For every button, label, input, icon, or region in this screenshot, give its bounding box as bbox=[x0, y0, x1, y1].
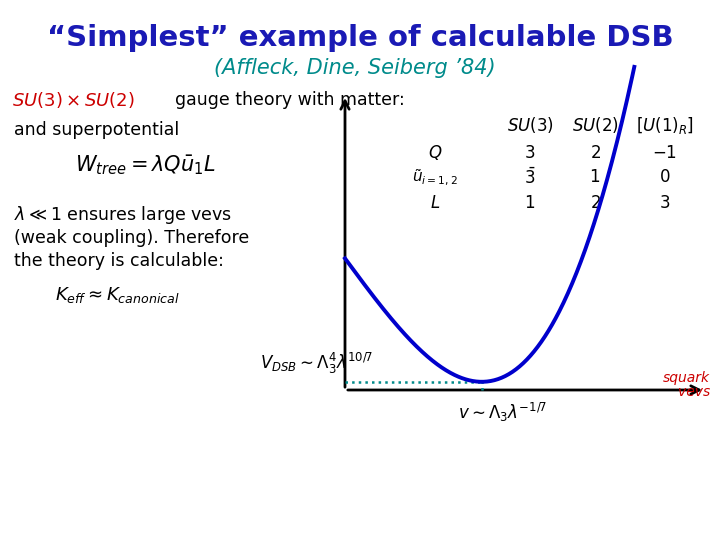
Text: $-1$: $-1$ bbox=[652, 145, 678, 161]
Text: $1$: $1$ bbox=[590, 170, 600, 186]
Text: $SU(3)\times SU(2)$: $SU(3)\times SU(2)$ bbox=[12, 90, 135, 110]
Text: and superpotential: and superpotential bbox=[14, 121, 179, 139]
Text: $L$: $L$ bbox=[430, 194, 440, 212]
Text: $v \sim \Lambda_3\lambda^{-1/7}$: $v \sim \Lambda_3\lambda^{-1/7}$ bbox=[458, 401, 546, 423]
Text: (weak coupling). Therefore: (weak coupling). Therefore bbox=[14, 229, 249, 247]
Text: $W_{tree} = \lambda Q \bar{u}_1 L$: $W_{tree} = \lambda Q \bar{u}_1 L$ bbox=[75, 153, 216, 177]
Text: $\lambda \ll 1$ ensures large vevs: $\lambda \ll 1$ ensures large vevs bbox=[14, 204, 232, 226]
Text: $1$: $1$ bbox=[524, 194, 536, 212]
Text: vevs: vevs bbox=[678, 385, 710, 399]
Text: $2$: $2$ bbox=[590, 194, 600, 212]
Text: gauge theory with matter:: gauge theory with matter: bbox=[175, 91, 405, 109]
Text: $[U(1)_R]$: $[U(1)_R]$ bbox=[636, 114, 694, 136]
Text: $3$: $3$ bbox=[524, 145, 536, 161]
Text: “Simplest” example of calculable DSB: “Simplest” example of calculable DSB bbox=[47, 24, 673, 52]
Text: $Q$: $Q$ bbox=[428, 144, 442, 163]
Text: $SU(3)$: $SU(3)$ bbox=[507, 115, 554, 135]
Text: $0$: $0$ bbox=[660, 170, 671, 186]
Text: squark: squark bbox=[663, 371, 710, 385]
Text: $V_{DSB} \sim \Lambda_3^4\lambda^{10/7}$: $V_{DSB} \sim \Lambda_3^4\lambda^{10/7}$ bbox=[260, 351, 373, 376]
Text: (Affleck, Dine, Seiberg ’84): (Affleck, Dine, Seiberg ’84) bbox=[214, 58, 496, 78]
Text: $\bar{3}$: $\bar{3}$ bbox=[524, 168, 536, 188]
Text: the theory is calculable:: the theory is calculable: bbox=[14, 252, 224, 270]
Text: $K_{eff} \approx K_{canonical}$: $K_{eff} \approx K_{canonical}$ bbox=[55, 285, 180, 305]
Text: $3$: $3$ bbox=[660, 194, 670, 212]
Text: $2$: $2$ bbox=[590, 145, 600, 161]
Text: $SU(2)$: $SU(2)$ bbox=[572, 115, 618, 135]
Text: $\tilde{u}_{i=1,2}$: $\tilde{u}_{i=1,2}$ bbox=[412, 168, 458, 188]
